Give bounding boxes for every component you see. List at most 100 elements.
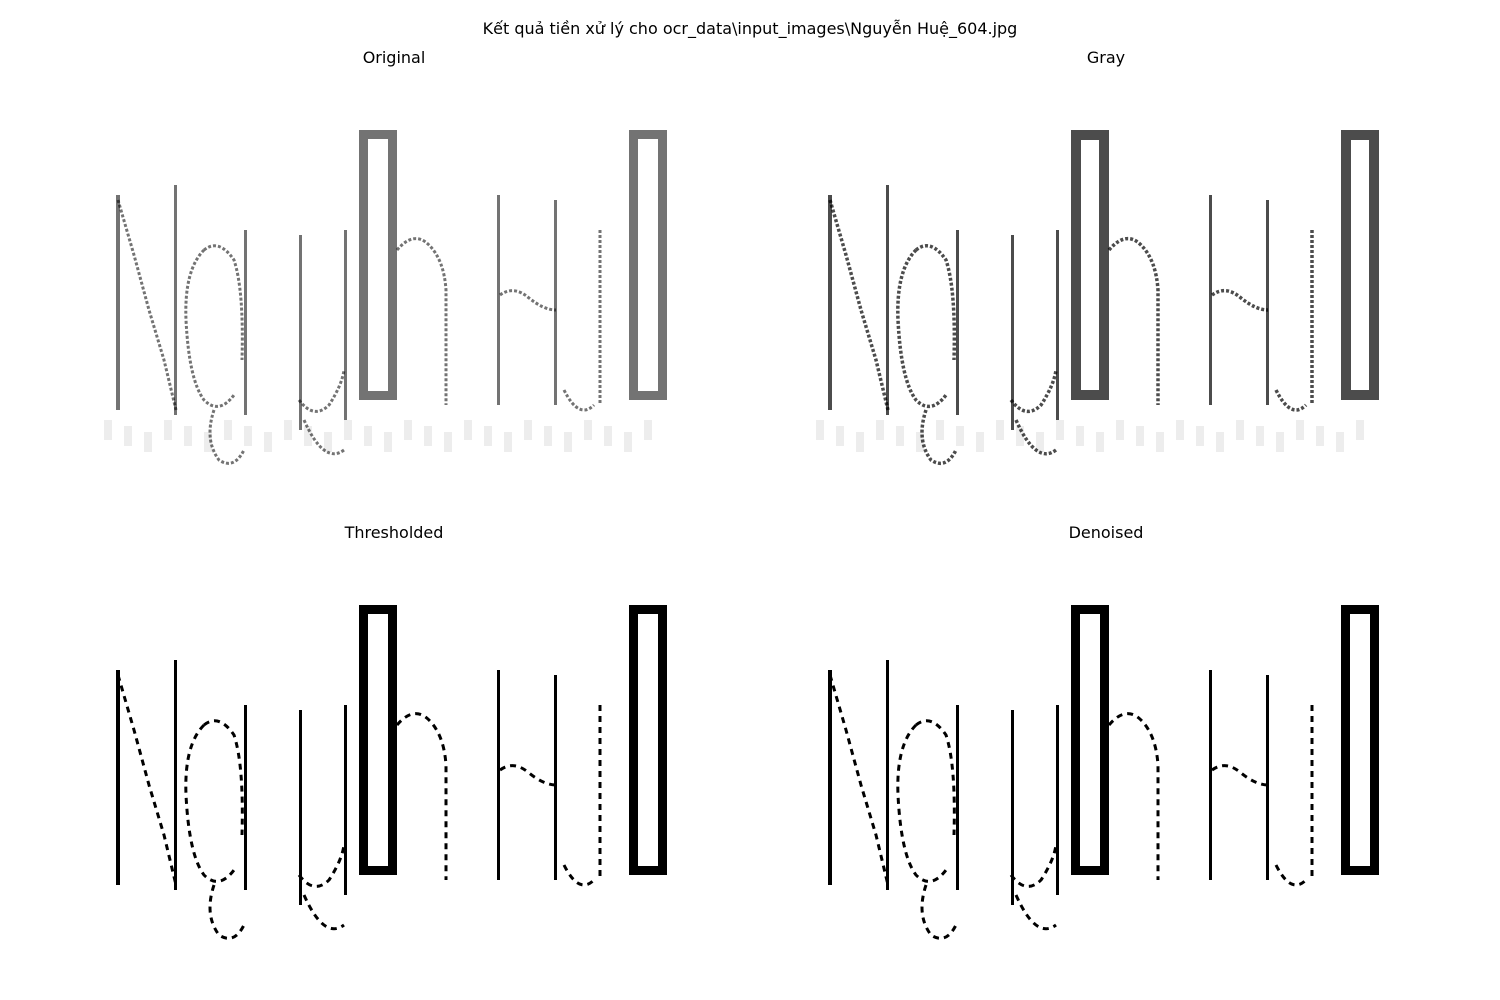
ghost-artifact (896, 426, 904, 446)
ghost-artifact (1316, 426, 1324, 446)
ghost-artifact (836, 426, 844, 446)
glyph-curve (208, 409, 246, 465)
ghost-artifact (584, 420, 592, 440)
glyph-stroke (299, 235, 302, 430)
ghost-artifact (224, 420, 232, 440)
glyph-stroke (1011, 710, 1014, 905)
glyph-curve (184, 723, 236, 883)
glyph-curve (1107, 236, 1160, 405)
ghost-artifact (1076, 426, 1084, 446)
glyph-curve (116, 674, 178, 886)
glyph-stroke (344, 705, 347, 895)
glyph-box (1071, 130, 1109, 400)
ghost-artifact (564, 432, 572, 452)
glyph-curve (920, 409, 958, 466)
ghost-artifact (184, 426, 192, 446)
glyph-curve (1107, 712, 1160, 880)
glyph-curve (302, 894, 345, 931)
glyph-curve (896, 248, 948, 409)
ghost-artifact (344, 420, 352, 440)
ghost-artifact (876, 420, 884, 440)
ghost-artifact (1156, 432, 1164, 452)
glyph-curve (1274, 389, 1308, 412)
panel-title-original: Original (362, 48, 426, 67)
glyph-stroke (1209, 670, 1212, 880)
glyph-curve (915, 719, 956, 836)
glyph-curve (1009, 369, 1058, 414)
ghost-artifact (504, 432, 512, 452)
glyph-curve (208, 884, 246, 940)
ghost-artifact (1216, 432, 1224, 452)
ghost-artifact (484, 426, 492, 446)
glyph-curve (1274, 864, 1308, 887)
glyph-box (1071, 605, 1109, 875)
ghost-artifact (124, 426, 132, 446)
ghost-artifact (1116, 420, 1124, 440)
glyph-stroke (174, 660, 177, 890)
thresholded-image (116, 605, 667, 940)
glyph-box (359, 130, 397, 400)
ghost-artifact (916, 432, 924, 452)
ghost-artifact (624, 432, 632, 452)
glyph-stroke (886, 660, 889, 890)
glyph-box (359, 605, 397, 875)
glyph-stroke (956, 230, 959, 415)
glyph-stroke (828, 670, 832, 885)
glyph-curve (395, 237, 448, 405)
ghost-artifact (1236, 420, 1244, 440)
ghost-artifact (244, 426, 252, 446)
ghost-artifact (304, 426, 312, 446)
glyph-stroke (1266, 200, 1269, 405)
glyph-box (1341, 130, 1379, 400)
glyph-curve (302, 419, 345, 456)
glyph-stroke (497, 670, 500, 880)
glyph-curve (203, 719, 244, 836)
glyph-curve (562, 864, 596, 887)
ghost-artifact (204, 432, 212, 452)
glyph-curve (297, 844, 346, 888)
figure-suptitle: Kết quả tiền xử lý cho ocr_data\input_im… (482, 19, 1018, 38)
glyph-curve (1210, 288, 1269, 312)
ghost-artifact (1056, 420, 1064, 440)
denoised-image (828, 605, 1379, 940)
glyph-stroke (554, 200, 557, 405)
glyph-stroke (956, 705, 959, 890)
panel-title-gray: Gray (1086, 48, 1126, 67)
ghost-artifact (956, 426, 964, 446)
glyph-curve (920, 884, 958, 940)
glyph-curve (203, 244, 244, 361)
glyph-curve (562, 389, 596, 412)
ghost-artifact (1196, 426, 1204, 446)
glyph-stroke (1266, 675, 1269, 880)
glyph-box (1341, 605, 1379, 875)
ghost-artifact (264, 432, 272, 452)
ghost-artifact (976, 432, 984, 452)
glyph-curve (1014, 419, 1058, 456)
glyph-curve (1014, 894, 1057, 931)
ghost-artifact (384, 432, 392, 452)
ghost-artifact (996, 420, 1004, 440)
ghost-artifact (524, 420, 532, 440)
glyph-curve (395, 712, 448, 880)
ghost-artifact (544, 426, 552, 446)
ghost-artifact (164, 420, 172, 440)
ghost-artifact (424, 426, 432, 446)
glyph-stroke (1056, 230, 1059, 420)
ghost-artifact (1096, 432, 1104, 452)
glyph-curve (828, 674, 890, 886)
glyph-stroke (1209, 195, 1212, 405)
ghost-artifact (464, 420, 472, 440)
ghost-artifact (1016, 426, 1024, 446)
ghost-artifact (1136, 426, 1144, 446)
glyph-stroke (1056, 705, 1059, 895)
glyph-curve (828, 199, 890, 411)
glyph-curve (499, 764, 557, 787)
glyph-curve (896, 723, 948, 883)
glyph-stroke (497, 195, 500, 405)
glyph-stroke (554, 675, 557, 880)
glyph-stroke (116, 670, 120, 885)
ghost-artifact (936, 420, 944, 440)
ghost-artifact (816, 420, 824, 440)
original-image (104, 130, 667, 465)
panel-title-thresholded: Thresholded (344, 523, 444, 542)
